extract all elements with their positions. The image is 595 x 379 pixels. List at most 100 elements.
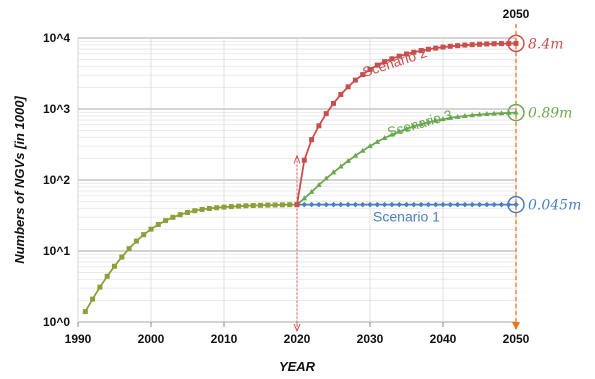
scenario-3-series-point	[316, 182, 322, 188]
scenario-1-end-value: 0.045m	[528, 198, 581, 214]
scenario-3-series-point	[301, 195, 308, 201]
scenario-2-series-point	[294, 202, 300, 208]
historical-series-point	[82, 309, 88, 315]
scenario-3-series-point	[338, 163, 344, 169]
historical-series-point	[126, 246, 132, 252]
scenario-3-series-point	[513, 109, 519, 115]
x-tick-label: 2000	[138, 332, 165, 346]
scenario-2-series-point	[316, 123, 322, 129]
historical-series-point	[185, 209, 190, 215]
x-tick-label: 2050	[503, 332, 530, 346]
scenario-1-series-point	[513, 201, 519, 208]
marker-2020-arrow-down	[293, 323, 301, 333]
historical-series-point	[206, 205, 212, 211]
scenario-2-series-point	[433, 45, 439, 51]
scenario-1-series-point	[403, 201, 410, 208]
scenario-1-series-point	[462, 201, 468, 208]
endpoint-circle	[507, 195, 525, 214]
scenario-2-series-point	[396, 53, 402, 59]
x-axis-title: YEAR	[279, 359, 316, 374]
scenario-3-series-point	[432, 117, 439, 123]
y-tick-label: 10^1	[43, 244, 70, 258]
scenario-3-series-point	[454, 113, 461, 119]
scenario-2-series-point	[389, 56, 395, 62]
scenario-2-series-point	[345, 84, 351, 90]
scenario-1-series-point	[418, 201, 424, 208]
historical-series-point	[104, 273, 110, 279]
scenario-3-series-point	[345, 158, 351, 164]
scenario-1-label: Scenario 1	[373, 209, 440, 225]
marker-2050-arrow	[512, 321, 520, 331]
scenario-1-series-point	[411, 201, 417, 208]
historical-series-point	[258, 202, 263, 208]
scenario-2-series-point	[484, 41, 490, 47]
historical-series-point	[112, 263, 117, 269]
scenario-1-series-point	[308, 201, 315, 208]
historical-series-point	[163, 218, 169, 224]
scenario-2-series-point	[323, 111, 329, 117]
scenario-1-series-point	[338, 201, 344, 208]
scenario-1-series-point	[381, 201, 388, 208]
scenario-3-series-point	[389, 131, 395, 137]
y-axis-ticks: 10^0 10^1 10^2 10^3 10^4	[43, 31, 70, 329]
scenario-2-series-point	[477, 41, 482, 47]
historical-series-point	[236, 203, 242, 209]
scenario-1-series-point	[440, 201, 446, 208]
scenario-1-series-point	[396, 201, 402, 208]
scenario-1-series-point	[498, 201, 505, 208]
x-tick-label: 2040	[430, 332, 457, 346]
scenario-1-series-point	[374, 201, 381, 208]
historical-series-point	[199, 206, 205, 212]
scenario-1-series-point	[491, 201, 497, 208]
scenario-1-series-point	[352, 201, 359, 208]
scenario-2-series-point	[404, 51, 409, 57]
historical-series-point	[97, 284, 103, 290]
scenario-3-series-point	[359, 147, 366, 153]
top-year-marker: 2050	[503, 7, 530, 21]
scenario-1-series-point	[432, 201, 439, 208]
scenario-1-series-point	[367, 201, 373, 208]
series-layer	[82, 40, 519, 315]
scenario-3-series-point	[367, 143, 373, 149]
scenario-2-series-point	[338, 92, 344, 98]
historical-series-point	[90, 296, 96, 302]
scenario-2-series-point	[360, 72, 366, 78]
historical-series-point	[155, 222, 161, 228]
scenario-3-series-point	[491, 110, 497, 116]
endpoint-layer	[507, 34, 525, 214]
scenario-2-series-point	[418, 48, 424, 54]
x-tick-label: 1990	[65, 332, 92, 346]
scenario-2-series-point	[352, 77, 358, 83]
scenario-1-series-point	[359, 201, 366, 208]
historical-series-point	[221, 204, 227, 210]
scenario-2-series-point	[447, 43, 453, 49]
scenario-3-series-point	[418, 121, 424, 127]
scenario-1-series-point	[469, 201, 475, 208]
scenario-2-series-point	[469, 42, 475, 48]
historical-series-point	[214, 205, 220, 211]
scenario-3-series-point	[396, 128, 402, 134]
historical-series-point	[272, 202, 278, 208]
scenario-3-series-point	[374, 138, 381, 144]
y-axis-title: Numbers of NGVs [in 1000]	[12, 96, 27, 264]
scenario-1-series-point	[389, 201, 395, 208]
historical-series-point	[148, 226, 154, 232]
scenario-2-series-point	[331, 100, 336, 106]
scenario-3-series-point	[469, 112, 475, 118]
scenario-2-series-point	[382, 59, 388, 65]
historical-series-point	[192, 208, 198, 214]
scenario-2-series-point	[455, 43, 461, 49]
x-tick-label: 2030	[357, 332, 384, 346]
scenario-3-series-point	[308, 188, 315, 194]
scenario-1-series-point	[484, 201, 490, 208]
endpoint-circle	[507, 34, 525, 53]
scenario-1-series-point	[345, 201, 351, 208]
scenario-1-series-point	[330, 201, 337, 208]
endpoint-circle	[507, 103, 525, 122]
scenario-1-series-point	[454, 201, 461, 208]
historical-series-point	[265, 202, 271, 208]
historical-series-point	[141, 232, 147, 238]
x-tick-label: 2020	[284, 332, 311, 346]
scenario-2-series-point	[513, 40, 519, 46]
